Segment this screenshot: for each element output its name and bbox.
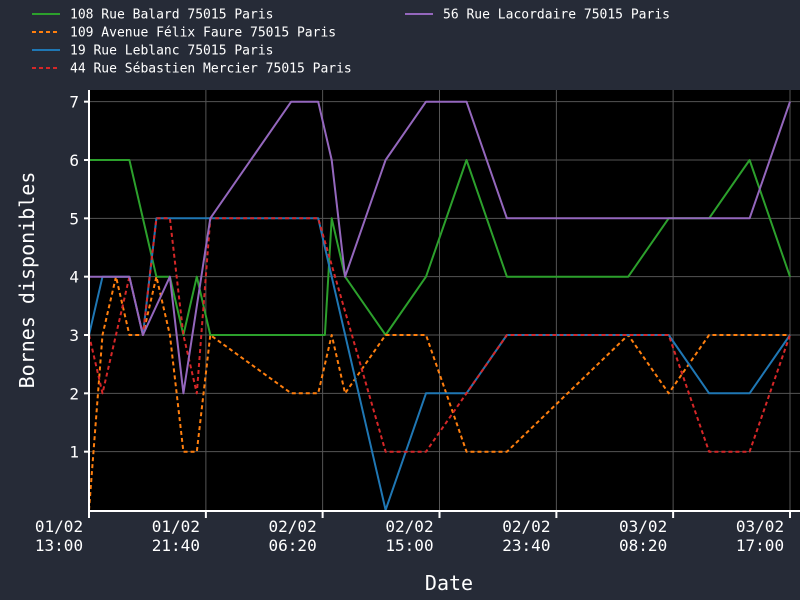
x-tick-label-time: 21:40 [152,536,200,555]
y-tick-label: 2 [69,384,79,403]
series-line [89,100,791,395]
legend-label: 19 Rue Leblanc 75015 Paris [70,44,274,59]
legend-label: 108 Rue Balard 75015 Paris [70,8,274,23]
x-tick-label-date: 03/02 [619,517,667,536]
grid-lines [88,90,800,510]
y-axis-title: Bornes disponibles [15,172,39,389]
x-ticks: 01/0213:0001/0221:4002/0206:2002/0215:00… [35,510,791,555]
legend-label: 109 Avenue Félix Faure 75015 Paris [70,26,336,41]
plot-area [89,90,800,510]
x-tick-label-time: 17:00 [736,536,784,555]
x-tick-label-date: 02/02 [269,517,317,536]
x-tick-label-time: 23:40 [502,536,550,555]
y-tick-label: 1 [69,443,79,462]
legend-label: 56 Rue Lacordaire 75015 Paris [443,8,670,23]
x-tick-label-time: 08:20 [619,536,667,555]
y-tick-label: 6 [69,151,79,170]
series-lines [88,100,791,511]
y-tick-label: 5 [69,209,79,228]
y-tick-label: 7 [69,93,79,112]
y-ticks: 1 2 3 4 5 6 7 [69,93,89,462]
legend-label: 44 Rue Sébastien Mercier 75015 Paris [70,62,352,77]
x-tick-label-time: 06:20 [269,536,317,555]
x-axis-title: Date [425,571,473,595]
x-tick-label-date: 02/02 [385,517,433,536]
legend: 108 Rue Balard 75015 Paris 109 Avenue Fél… [32,8,670,77]
x-tick-label-date: 03/02 [736,517,784,536]
x-tick-label-date: 02/02 [502,517,550,536]
x-tick-label-time: 13:00 [35,536,83,555]
x-tick-label-time: 15:00 [385,536,433,555]
x-tick-label-date: 01/02 [35,517,83,536]
x-tick-label-date: 01/02 [152,517,200,536]
y-tick-label: 3 [69,326,79,345]
series-line [88,275,790,511]
y-tick-label: 4 [69,268,79,287]
